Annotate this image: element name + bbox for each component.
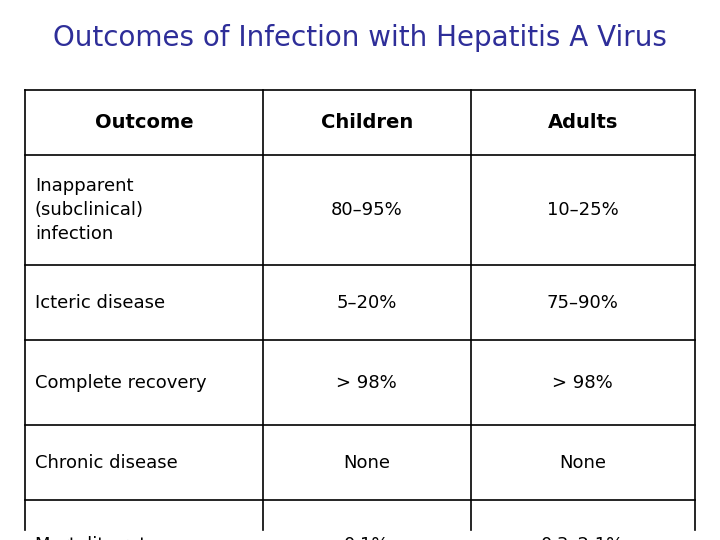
Text: Adults: Adults (548, 113, 618, 132)
Text: 75–90%: 75–90% (546, 294, 618, 312)
Text: 0.1%: 0.1% (344, 536, 390, 540)
Text: > 98%: > 98% (336, 374, 397, 391)
Text: 80–95%: 80–95% (330, 201, 402, 219)
Text: Children: Children (320, 113, 413, 132)
Text: Outcomes of Infection with Hepatitis A Virus: Outcomes of Infection with Hepatitis A V… (53, 24, 667, 52)
Text: Inapparent
(subclinical)
infection: Inapparent (subclinical) infection (35, 178, 144, 242)
Text: None: None (559, 454, 606, 471)
Text: None: None (343, 454, 390, 471)
Text: Mortality rate: Mortality rate (35, 536, 158, 540)
Text: Icteric disease: Icteric disease (35, 294, 165, 312)
Text: 0.3–2.1%: 0.3–2.1% (541, 536, 624, 540)
Text: Chronic disease: Chronic disease (35, 454, 178, 471)
Text: 5–20%: 5–20% (336, 294, 397, 312)
Text: Complete recovery: Complete recovery (35, 374, 207, 391)
Text: 10–25%: 10–25% (547, 201, 618, 219)
Text: > 98%: > 98% (552, 374, 613, 391)
Text: Outcome: Outcome (94, 113, 193, 132)
